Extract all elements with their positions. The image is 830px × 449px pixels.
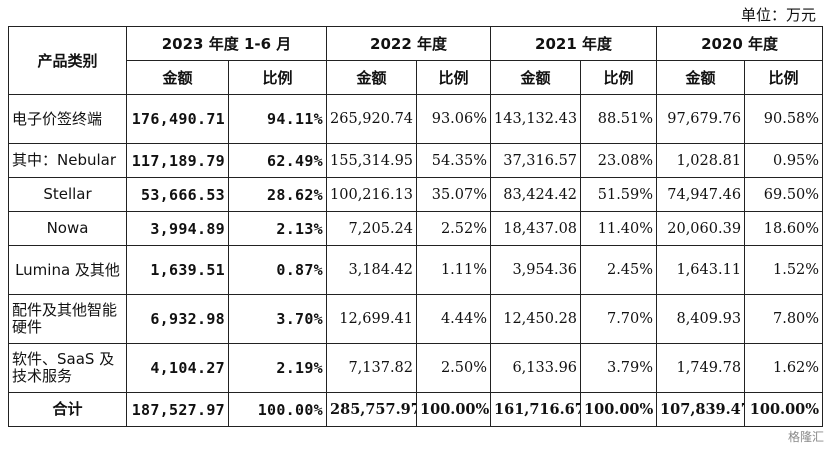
cell-ratio: 100.00% [580, 392, 658, 427]
cell-ratio: 2.45% [580, 245, 658, 295]
header-period: 2022 年度 [326, 26, 492, 61]
cell-amount: 1,028.81 [656, 143, 746, 178]
cell-amount: 3,954.36 [490, 245, 582, 295]
cell-ratio: 90.58% [744, 94, 824, 144]
cell-ratio: 4.44% [416, 294, 492, 344]
cell-amount: 161,716.67 [490, 392, 582, 427]
header-ratio: 比例 [580, 60, 658, 95]
header-ratio: 比例 [227, 60, 328, 95]
watermark-logo: 格隆汇 [787, 430, 824, 444]
cell-ratio: 51.59% [580, 177, 658, 212]
cell-ratio: 28.62% [227, 177, 328, 212]
header-amount: 金额 [326, 60, 418, 95]
cell-ratio: 2.50% [416, 343, 492, 393]
table-row: Stellar 53,666.53 28.62% 100,216.13 35.0… [8, 177, 824, 212]
cell-amount: 7,137.82 [326, 343, 418, 393]
cell-amount: 6,133.96 [490, 343, 582, 393]
cell-ratio: 100.00% [744, 392, 824, 427]
row-category: 配件及其他智能硬件 [8, 294, 127, 344]
cell-ratio: 11.40% [580, 211, 658, 246]
cell-amount: 12,450.28 [490, 294, 582, 344]
cell-amount: 7,205.24 [326, 211, 418, 246]
cell-ratio: 18.60% [744, 211, 824, 246]
table-row: 软件、SaaS 及技术服务 4,104.27 2.19% 7,137.82 2.… [8, 343, 824, 393]
cell-amount: 117,189.79 [126, 143, 229, 178]
total-label: 合计 [8, 392, 127, 427]
cell-amount: 187,527.97 [126, 392, 229, 427]
cell-ratio: 2.19% [227, 343, 328, 393]
cell-ratio: 3.79% [580, 343, 658, 393]
cell-amount: 97,679.76 [656, 94, 746, 144]
cell-ratio: 35.07% [416, 177, 492, 212]
header-ratio: 比例 [744, 60, 824, 95]
cell-amount: 83,424.42 [490, 177, 582, 212]
header-amount: 金额 [656, 60, 746, 95]
cell-amount: 20,060.39 [656, 211, 746, 246]
header-period: 2020 年度 [656, 26, 824, 61]
cell-amount: 1,639.51 [126, 245, 229, 295]
row-category: Lumina 及其他 [8, 245, 127, 295]
table-row: 其中：Nebular 117,189.79 62.49% 155,314.95 … [8, 143, 824, 178]
row-category: 电子价签终端 [8, 94, 127, 144]
cell-amount: 285,757.97 [326, 392, 418, 427]
cell-ratio: 100.00% [227, 392, 328, 427]
header-row-periods: 产品类别 2023 年度 1-6 月 2022 年度 2021 年度 2020 … [8, 26, 824, 95]
row-category: 软件、SaaS 及技术服务 [8, 343, 127, 393]
header-category: 产品类别 [8, 26, 127, 95]
cell-ratio: 0.87% [227, 245, 328, 295]
cell-amount: 37,316.57 [490, 143, 582, 178]
header-period: 2023 年度 1-6 月 [125, 26, 328, 61]
header-ratio: 比例 [416, 60, 492, 95]
cell-amount: 1,749.78 [656, 343, 746, 393]
cell-amount: 107,839.47 [656, 392, 746, 427]
table-row: Lumina 及其他 1,639.51 0.87% 3,184.42 1.11%… [8, 245, 824, 295]
cell-ratio: 1.11% [416, 245, 492, 295]
total-row: 合计 187,527.97 100.00% 285,757.97 100.00%… [8, 392, 824, 427]
header-period: 2021 年度 [490, 26, 658, 61]
cell-amount: 6,932.98 [126, 294, 229, 344]
unit-label: 单位：万元 [740, 6, 816, 24]
cell-ratio: 1.62% [744, 343, 824, 393]
cell-ratio: 23.08% [580, 143, 658, 178]
cell-amount: 143,132.43 [490, 94, 582, 144]
cell-ratio: 100.00% [416, 392, 492, 427]
cell-amount: 4,104.27 [126, 343, 229, 393]
cell-ratio: 94.11% [227, 94, 328, 144]
table-row: 配件及其他智能硬件 6,932.98 3.70% 12,699.41 4.44%… [8, 294, 824, 344]
table-row: Nowa 3,994.89 2.13% 7,205.24 2.52% 18,43… [8, 211, 824, 246]
row-category: Stellar [8, 177, 127, 212]
cell-amount: 18,437.08 [490, 211, 582, 246]
cell-amount: 265,920.74 [326, 94, 418, 144]
cell-ratio: 2.52% [416, 211, 492, 246]
cell-amount: 100,216.13 [326, 177, 418, 212]
cell-ratio: 2.13% [227, 211, 328, 246]
row-category: Nowa [8, 211, 127, 246]
table-row: 电子价签终端 176,490.71 94.11% 265,920.74 93.0… [8, 94, 824, 144]
cell-amount: 3,994.89 [126, 211, 229, 246]
cell-amount: 12,699.41 [326, 294, 418, 344]
cell-amount: 155,314.95 [326, 143, 418, 178]
cell-amount: 74,947.46 [656, 177, 746, 212]
header-row-metrics: 金额 比例 金额 比例 金额 比例 金额 比例 [9, 60, 824, 95]
cell-amount: 176,490.71 [126, 94, 229, 144]
cell-ratio: 7.80% [744, 294, 824, 344]
cell-amount: 53,666.53 [126, 177, 229, 212]
header-amount: 金额 [490, 60, 582, 95]
row-category: 其中：Nebular [8, 143, 127, 178]
cell-ratio: 54.35% [416, 143, 492, 178]
cell-amount: 3,184.42 [326, 245, 418, 295]
product-revenue-table: 产品类别 2023 年度 1-6 月 2022 年度 2021 年度 2020 … [8, 26, 824, 427]
cell-ratio: 93.06% [416, 94, 492, 144]
cell-ratio: 0.95% [744, 143, 824, 178]
header-amount: 金额 [126, 60, 229, 95]
cell-ratio: 7.70% [580, 294, 658, 344]
cell-ratio: 69.50% [744, 177, 824, 212]
cell-amount: 8,409.93 [656, 294, 746, 344]
cell-ratio: 62.49% [227, 143, 328, 178]
cell-ratio: 88.51% [580, 94, 658, 144]
cell-ratio: 3.70% [227, 294, 328, 344]
cell-amount: 1,643.11 [656, 245, 746, 295]
cell-ratio: 1.52% [744, 245, 824, 295]
